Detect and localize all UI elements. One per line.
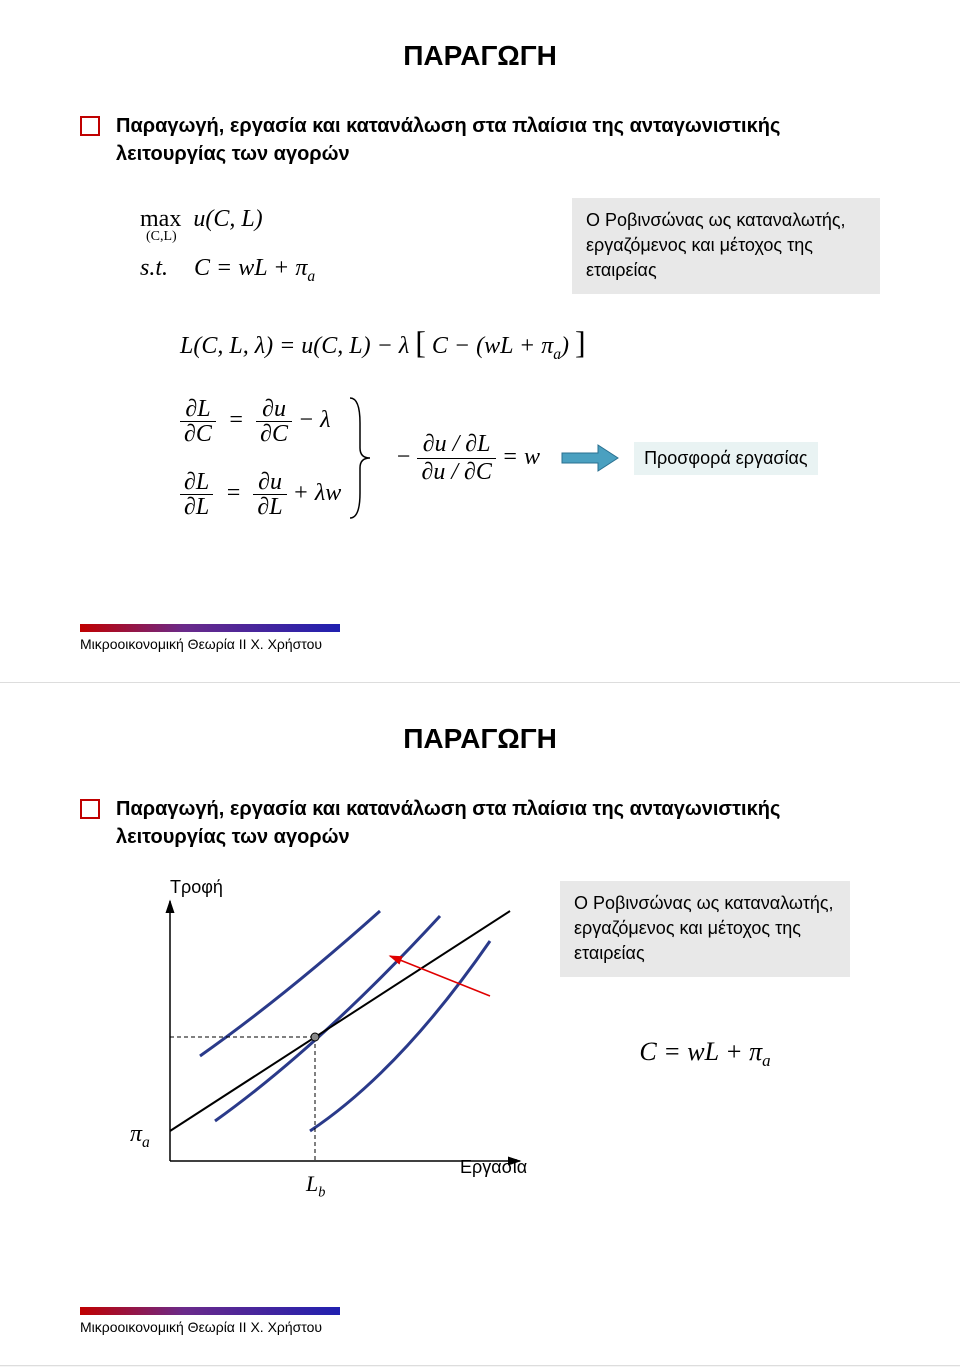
bullet-text: Παραγωγή, εργασία και κατανάλωση στα πλα…	[116, 795, 880, 851]
max-operator: max	[140, 206, 181, 232]
result-eq: − ∂u / ∂L∂u / ∂C = w	[395, 431, 540, 486]
bullet-item: Παραγωγή, εργασία και κατανάλωση στα πλα…	[80, 112, 880, 168]
footer: Μικροοικονομική Θεωρία ΙΙ Χ. Χρήστου	[80, 624, 340, 652]
st-label: s.t.	[140, 255, 168, 281]
lagrangian-close: )	[561, 333, 569, 359]
lb-label: Lb	[306, 1171, 325, 1201]
supply-label: Προσφορά εργασίας	[634, 442, 818, 475]
lagrangian-bracket: C − (wL + π	[432, 333, 553, 359]
optimization-row: max u(C, L) (C,L) s.t. C = wL + πa Ο Ροβ…	[140, 198, 880, 294]
lagrangian-sub: a	[553, 345, 561, 362]
footer-gradient-icon	[80, 624, 340, 632]
budget-eq: C = wL + πa	[560, 1037, 850, 1071]
footer-text: Μικροοικονομική Θεωρία ΙΙ Χ. Χρήστου	[80, 636, 340, 652]
slide-title: ΠΑΡΑΓΩΓΗ	[80, 40, 880, 72]
chart	[120, 881, 540, 1201]
right-column: Ο Ροβινσώνας ως καταναλωτής, εργαζόμενος…	[560, 881, 850, 1071]
lagrangian-lhs: L(C, L, λ) = u(C, L) − λ	[180, 333, 409, 359]
slide-2: ΠΑΡΑΓΩΓΗ Παραγωγή, εργασία και κατανάλωσ…	[0, 683, 960, 1366]
footer-gradient-icon	[80, 1307, 340, 1315]
chart-row: Τροφή πa Lb Εργασία Ο Ροβινσώνας ως κατα…	[80, 881, 880, 1201]
bullet-item: Παραγωγή, εργασία και κατανάλωση στα πλα…	[80, 795, 880, 851]
bullet-square-icon	[80, 116, 100, 136]
max-problem: max u(C, L) (C,L) s.t. C = wL + πa	[140, 206, 315, 286]
chart-container: Τροφή πa Lb Εργασία	[120, 881, 540, 1201]
lagrangian: L(C, L, λ) = u(C, L) − λ [ C − (wL + πa)…	[180, 324, 880, 364]
constraint-eq: C = wL + π	[194, 255, 307, 281]
footer-text: Μικροοικονομική Θεωρία ΙΙ Χ. Χρήστου	[80, 1319, 340, 1335]
constraint-sub: a	[307, 268, 315, 285]
footer: Μικροοικονομική Θεωρία ΙΙ Χ. Χρήστου	[80, 1307, 340, 1335]
pi-label: πa	[130, 1121, 150, 1152]
arrow-right-icon	[560, 443, 620, 473]
brace-icon	[345, 393, 375, 523]
slide-1: ΠΑΡΑΓΩΓΗ Παραγωγή, εργασία και κατανάλωσ…	[0, 0, 960, 683]
info-box: Ο Ροβινσώνας ως καταναλωτής, εργαζόμενος…	[572, 198, 880, 294]
objective-fn: u(C, L)	[193, 206, 262, 232]
info-box: Ο Ροβινσώνας ως καταναλωτής, εργαζόμενος…	[560, 881, 850, 977]
foc-system: ∂L∂C = ∂u∂C − λ ∂L∂L = ∂u∂L + λw	[180, 397, 341, 519]
foc-row: ∂L∂C = ∂u∂C − λ ∂L∂L = ∂u∂L + λw − ∂u / …	[180, 393, 880, 523]
bullet-text: Παραγωγή, εργασία και κατανάλωση στα πλα…	[116, 112, 880, 168]
slide-title: ΠΑΡΑΓΩΓΗ	[80, 723, 880, 755]
x-axis-label: Εργασία	[460, 1157, 527, 1178]
y-axis-label: Τροφή	[170, 877, 223, 898]
bullet-square-icon	[80, 799, 100, 819]
